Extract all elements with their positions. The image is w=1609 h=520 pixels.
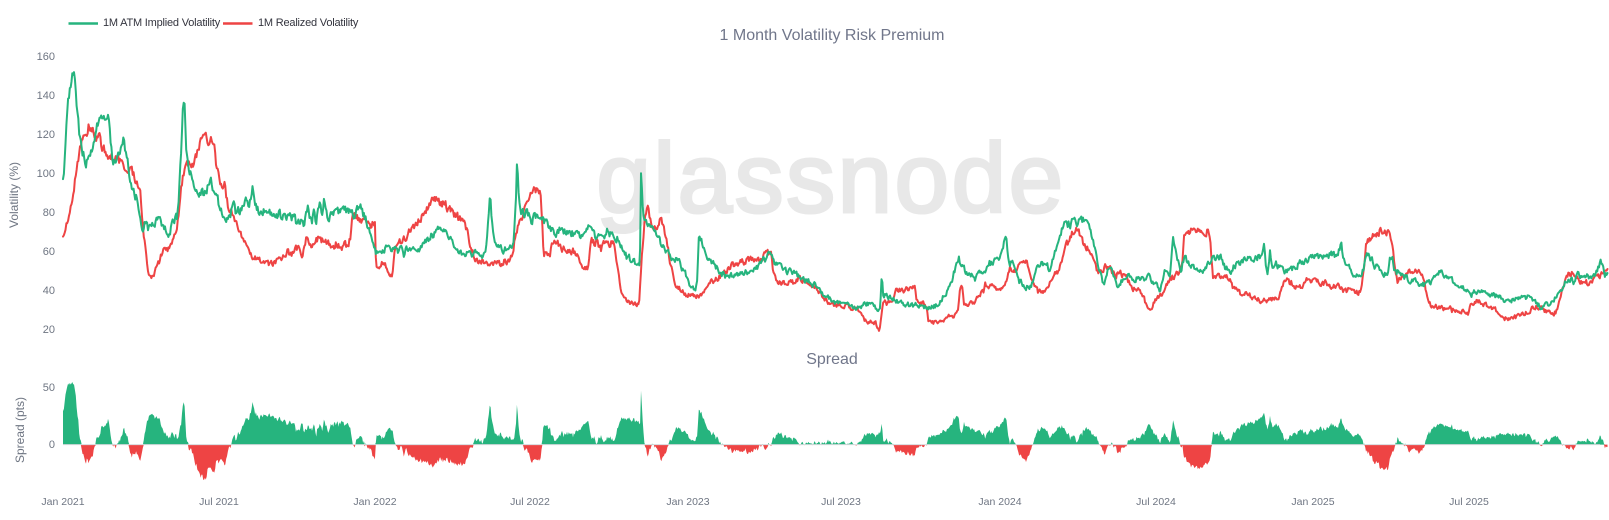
svg-text:glassnode: glassnode — [596, 123, 1065, 233]
